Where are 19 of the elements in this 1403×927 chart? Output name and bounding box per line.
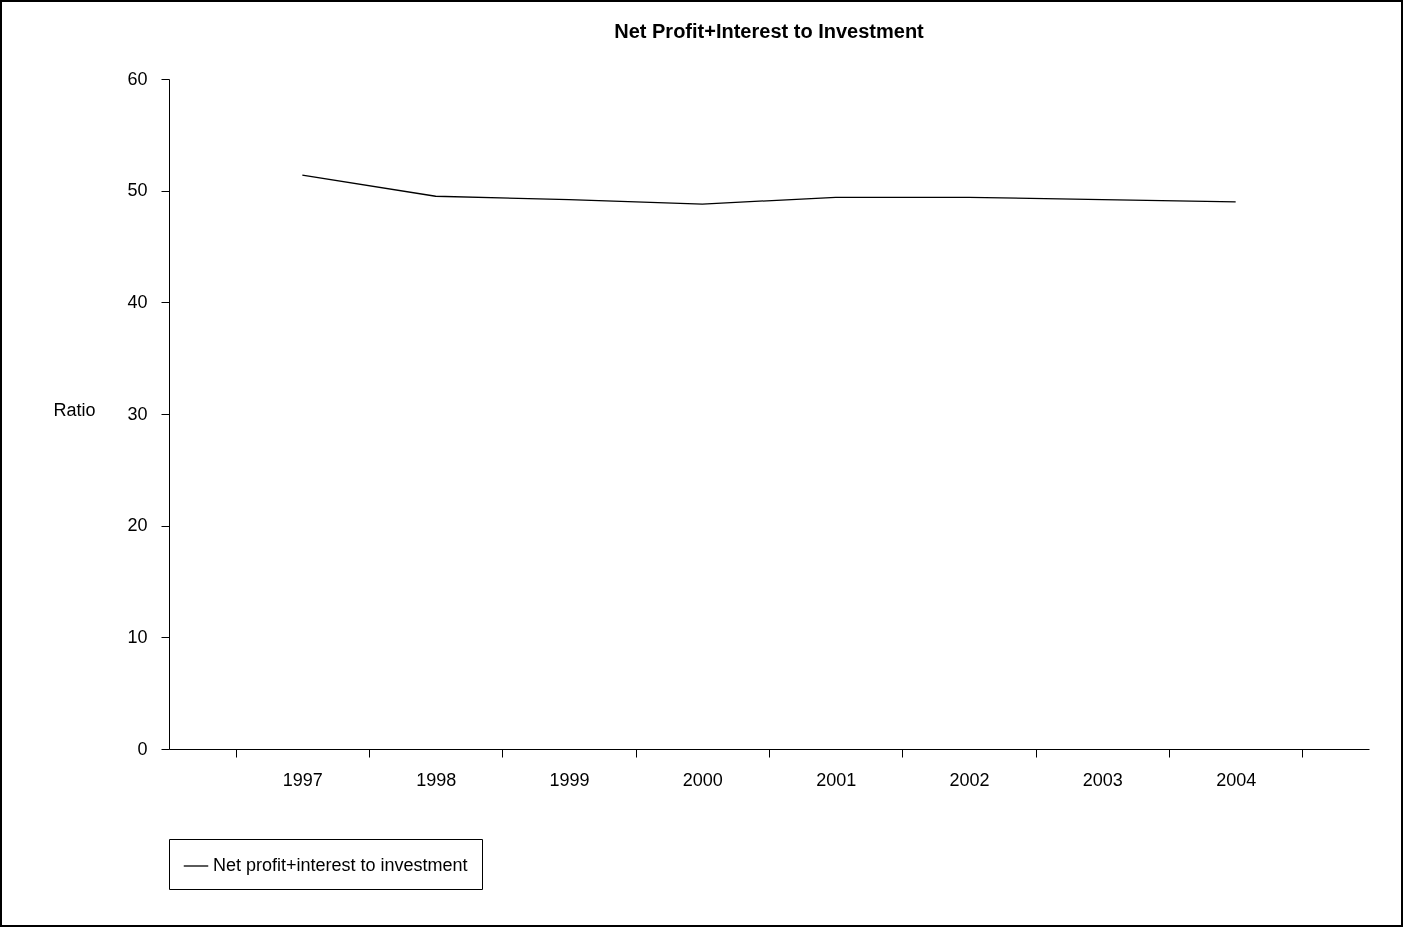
x-tick-label: 2004 — [1216, 769, 1257, 790]
y-tick-label: 0 — [137, 738, 148, 759]
x-tick-label: 2002 — [949, 769, 990, 790]
y-tick-label: 50 — [127, 180, 148, 201]
x-tick-label: 2000 — [682, 769, 723, 790]
y-tick-label: 20 — [127, 515, 148, 536]
x-tick-label: 2003 — [1082, 769, 1123, 790]
y-tick-label: 10 — [127, 626, 148, 647]
legend-label: Net profit+interest to investment — [213, 855, 468, 875]
x-tick-label: 1997 — [282, 769, 323, 790]
x-tick-label: 1998 — [416, 769, 457, 790]
x-tick-label: 1999 — [549, 769, 590, 790]
y-tick-label: 30 — [127, 403, 148, 424]
x-tick-label: 2001 — [816, 769, 857, 790]
line-series — [301, 174, 1237, 205]
y-axis-title: Ratio — [53, 399, 96, 420]
y-tick-label: 40 — [127, 291, 148, 312]
y-tick-label: 60 — [127, 68, 148, 89]
chart-title: Net Profit+Interest to Investment — [614, 20, 925, 42]
